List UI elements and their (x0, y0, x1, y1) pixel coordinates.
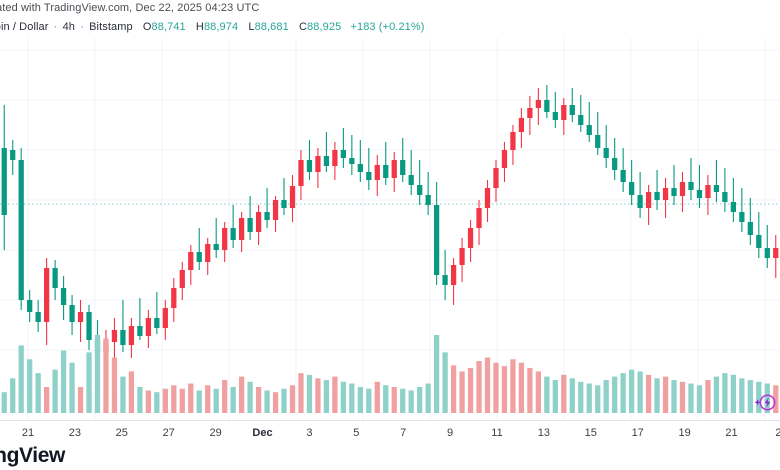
axis-tick-17: 17 (631, 427, 644, 439)
chart-footer: TradingView (0, 444, 780, 470)
ohlc-low: L88,681 (248, 21, 288, 33)
chart-header: Created with TradingView.com, Dec 22, 20… (0, 0, 780, 38)
high-value: 88,974 (203, 21, 239, 33)
axis-tick-3: 3 (306, 427, 313, 439)
axis-tick-2: 2 (775, 427, 780, 439)
axis-tick-29: 29 (209, 427, 222, 439)
ohlc-open: O88,741 (143, 21, 186, 33)
separator-1: · (53, 21, 58, 33)
axis-tick-25: 25 (115, 427, 128, 439)
low-value: 88,681 (254, 21, 289, 33)
interval-label[interactable]: 4h (62, 21, 76, 33)
axis-tick-5: 5 (353, 427, 360, 439)
axis-tick-23: 23 (68, 427, 82, 439)
axis-tick-27: 27 (162, 427, 175, 439)
axis-tick-21: 21 (725, 427, 738, 439)
axis-tick-21: 21 (21, 427, 35, 439)
axis-tick-7: 7 (400, 427, 407, 439)
separator-2: · (80, 21, 84, 33)
axis-tick-11: 11 (491, 427, 503, 439)
tradingview-logo[interactable]: TradingView (0, 444, 65, 467)
candlestick-series (0, 85, 780, 413)
open-value: 88,741 (151, 21, 186, 33)
open-key: O (142, 21, 152, 33)
close-key: C (299, 21, 308, 33)
axis-tick-9: 9 (447, 427, 454, 439)
change-value: +183 (+0.21%) (350, 21, 425, 33)
time-axis[interactable]: 21 23 25 27 29 Dec 3 5 7 9 11 13 15 17 19 21 2 (0, 420, 780, 447)
credit-line: Created with TradingView.com, Dec 22, 20… (0, 2, 260, 14)
ohlc-high: H88,974 (196, 21, 238, 33)
chart-gridlines (0, 38, 780, 420)
low-key: L (248, 21, 255, 33)
ohlc-close: C88,925 (299, 21, 341, 33)
lightning-bolt-sparkle-icon[interactable] (753, 392, 777, 414)
axis-tick-13: 13 (537, 427, 551, 439)
close-value: 88,925 (307, 21, 342, 33)
exchange-label[interactable]: Bitstamp (89, 21, 133, 33)
axis-tick-dec: Dec (252, 427, 273, 439)
symbol-info-line: Bitcoin / Dollar · 4h · Bitstamp O88,741… (0, 21, 425, 33)
axis-tick-15: 15 (584, 427, 597, 439)
axis-tick-19: 19 (678, 427, 691, 439)
chart-plot-area[interactable] (0, 38, 780, 420)
high-key: H (195, 21, 204, 33)
symbol-name[interactable]: Bitcoin / Dollar (0, 21, 49, 33)
